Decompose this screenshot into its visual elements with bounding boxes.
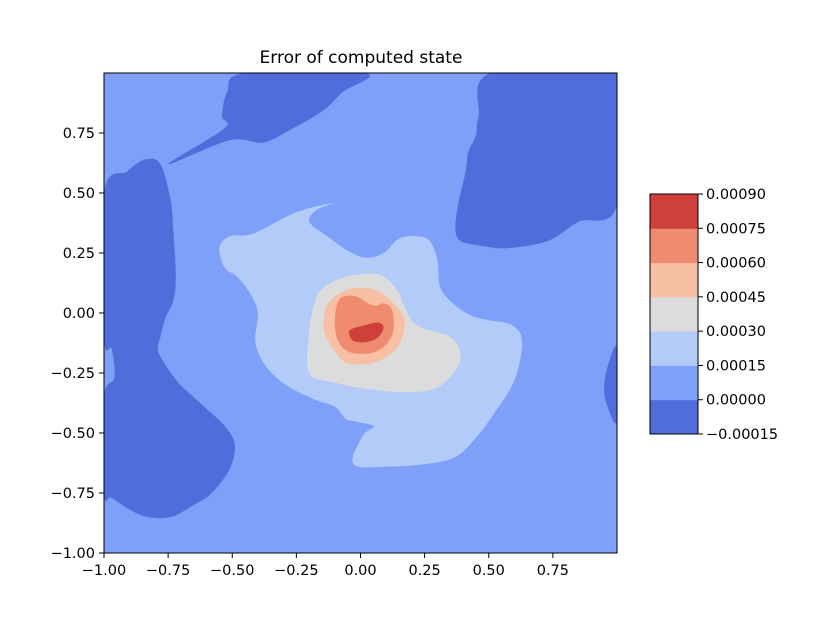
x-tick-label: −0.50 [210,563,254,579]
y-tick-label: −0.50 [51,426,95,442]
colorbar-band [650,262,698,298]
plot-area: −1.00 −0.75 −0.50 −0.25 0.00 0.25 0.50 0.75 −1.… [51,72,618,579]
colorbar-tick-label: 0.00030 [706,324,766,340]
contour-region-band-6 [348,322,384,343]
x-tick-label: −0.25 [274,563,318,579]
colorbar-tick-label: 0.00000 [706,393,766,409]
colorbar: −0.00015 0.00000 0.00015 0.00030 0.00045 0.00… [649,187,778,443]
y-tick-label: 0.25 [63,246,95,262]
contour-region-band-5 [334,295,394,354]
colorbar-tick-label: 0.00075 [706,221,766,237]
colorbar-tick-label: 0.00045 [706,290,766,306]
colorbar-band [650,365,698,401]
y-tick-label: 0.50 [63,186,95,202]
colorbar-band [650,194,698,229]
contour-region-band-0 [168,73,370,165]
y-axis: −1.00 −0.75 −0.50 −0.25 0.00 0.25 0.50 0.75 [51,126,104,562]
colorbar-frame [649,193,699,435]
colorbar-band [650,399,698,435]
y-tick-label: −0.75 [51,486,95,502]
x-tick-label: 0.00 [344,563,376,579]
x-tick-label: 0.75 [537,563,569,579]
y-tick-label: −0.25 [51,366,95,382]
colorbar-band [650,228,698,264]
contour-region-band-0 [104,158,235,519]
colorbar-tick-label: 0.00060 [706,256,766,272]
x-axis: −1.00 −0.75 −0.50 −0.25 0.00 0.25 0.50 0.75 [82,553,569,579]
x-tick-label: 0.25 [408,563,440,579]
colorbar-band [650,331,698,366]
colorbar-tick-label: 0.00015 [706,358,766,374]
x-tick-label: −1.00 [82,563,126,579]
y-tick-label: 0.00 [63,306,95,322]
x-tick-label: −0.75 [146,563,190,579]
y-tick-label: 0.75 [63,126,95,142]
contour-region-band-0 [455,73,617,249]
colorbar-tick-label: 0.00090 [706,187,766,203]
x-tick-label: 0.50 [473,563,505,579]
chart-title: Error of computed state [260,48,463,68]
colorbar-tick-label: −0.00015 [706,427,778,443]
colorbar-band [650,296,698,332]
y-tick-label: −1.00 [51,546,95,562]
contour-region-band-0 [604,345,617,424]
